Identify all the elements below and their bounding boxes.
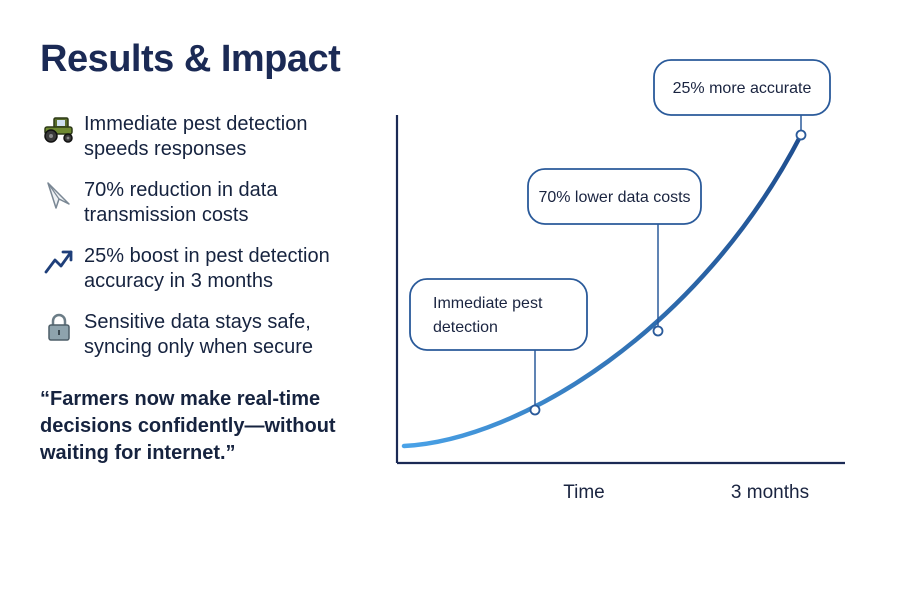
padlock-icon xyxy=(48,313,70,341)
result-text-line: Sensitive data stays safe, xyxy=(84,311,311,333)
result-text-line: transmission costs xyxy=(84,204,249,226)
quote-line: decisions confidently—without xyxy=(40,415,336,437)
quote-line: waiting for internet.” xyxy=(40,442,236,464)
result-item-data-security: Sensitive data stays safe, syncing only … xyxy=(40,310,370,376)
result-text-line: 25% boost in pest detection xyxy=(84,245,330,267)
milestone-3: 25% more accurate xyxy=(653,59,831,141)
milestone-label: 25% more accurate xyxy=(673,80,812,97)
testimonial-quote: “Farmers now make real-time decisions co… xyxy=(40,386,360,467)
growth-curve xyxy=(401,132,804,449)
tractor-icon xyxy=(44,117,73,143)
result-item-accuracy-boost: 25% boost in pest detection accuracy in … xyxy=(40,244,370,310)
result-text-line: 70% reduction in data xyxy=(84,179,278,201)
trend-up-arrow-icon xyxy=(44,250,73,274)
result-text-line: speeds responses xyxy=(84,138,247,160)
x-axis-end-label: 3 months xyxy=(731,482,809,503)
milestone-callout-box xyxy=(409,278,588,351)
page-title: Results & Impact xyxy=(40,38,341,80)
milestone-callout-box xyxy=(527,168,702,225)
result-text-line: Immediate pest detection xyxy=(84,113,308,135)
x-axis-label: Time xyxy=(563,482,605,503)
result-text-line: syncing only when secure xyxy=(84,336,314,358)
milestone-1: Immediate pest detection xyxy=(409,278,588,416)
milestone-label: detection xyxy=(433,319,498,336)
results-list: Immediate pest detection speeds response… xyxy=(40,112,370,376)
result-text-line: accuracy in 3 months xyxy=(84,270,273,292)
milestone-label: 70% lower data costs xyxy=(538,189,690,206)
result-item-cost-reduction: 70% reduction in data transmission costs xyxy=(40,178,370,244)
milestone-marker xyxy=(795,129,807,141)
milestone-marker xyxy=(529,404,541,416)
result-item-pest-detection: Immediate pest detection speeds response… xyxy=(40,112,370,178)
milestone-callout-box xyxy=(653,59,831,116)
milestone-label: Immediate pest xyxy=(433,295,543,312)
quote-line: “Farmers now make real-time xyxy=(40,388,321,410)
milestone-marker xyxy=(652,325,664,337)
milestone-2: 70% lower data costs xyxy=(527,168,702,337)
paper-plane-icon xyxy=(47,182,70,209)
